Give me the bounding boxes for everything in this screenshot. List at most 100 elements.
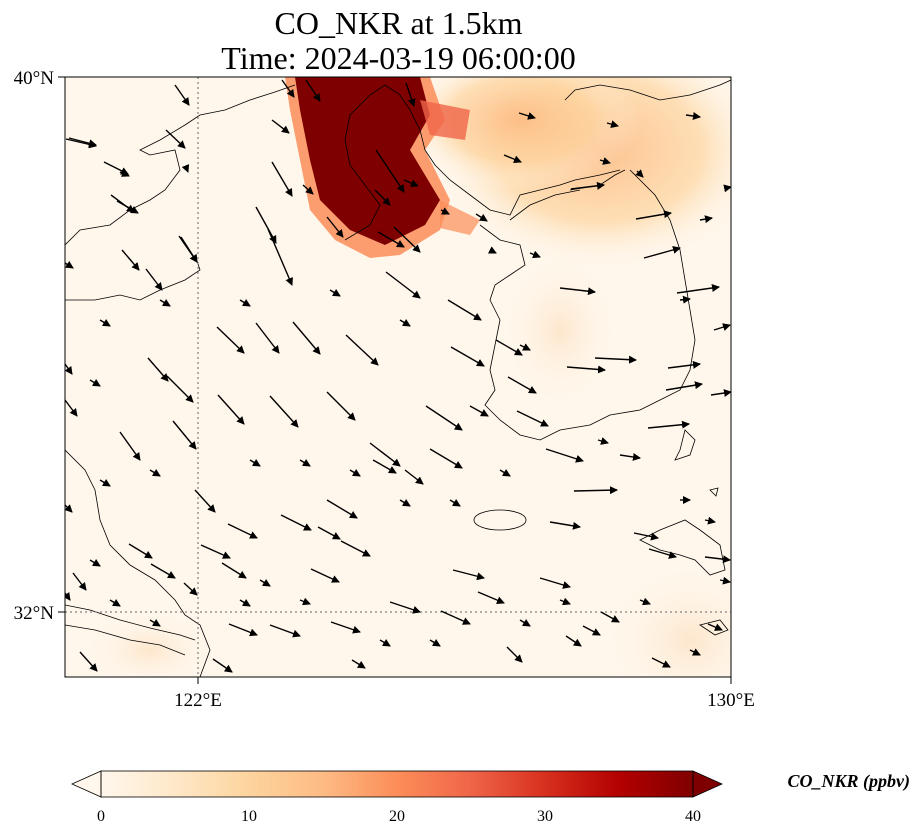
colorbar-tick-10: 10: [241, 808, 257, 825]
wind-vector-arrow: [647, 420, 690, 429]
wind-vector-arrow: [299, 597, 311, 606]
wind-vector-arrow: [503, 154, 522, 164]
wind-vector-arrow: [425, 405, 463, 431]
wind-vector-arrow: [559, 287, 596, 296]
wind-vector-arrow: [121, 249, 140, 271]
wind-vector-arrow: [475, 213, 488, 222]
wind-vector-arrow: [269, 395, 299, 428]
wind-vector-arrow: [429, 638, 441, 647]
wind-vector-arrow: [239, 598, 251, 607]
wind-vector-arrow: [200, 544, 231, 559]
wind-vector-arrow: [389, 601, 421, 614]
wind-vector-arrow: [606, 120, 619, 129]
wind-vector-arrow: [330, 621, 361, 634]
wind-vector-arrow: [651, 657, 671, 668]
wind-vector-arrow: [440, 207, 450, 215]
wind-vector-arrow: [110, 194, 135, 213]
wind-vector-arrow: [165, 129, 186, 149]
wind-vector-arrow: [259, 578, 271, 587]
wind-vector-arrow: [227, 523, 258, 539]
wind-vector-arrow: [374, 189, 391, 206]
wind-vector-arrow: [699, 215, 713, 224]
wind-vector-arrow: [385, 271, 421, 299]
wind-vector-arrow: [345, 334, 379, 366]
wind-vector-arrow: [582, 625, 601, 636]
wind-vector-arrow: [549, 521, 581, 530]
wind-vector-arrow: [255, 206, 277, 244]
wind-vector-arrow: [216, 326, 245, 354]
wind-vector-arrow: [597, 437, 609, 445]
wind-vector-arrow: [221, 562, 247, 579]
wind-vector-arrow: [723, 184, 731, 193]
colorbar: 0 10 20 30 40 CO_NKR (ppbv): [71, 770, 910, 825]
wind-vector-arrow: [667, 360, 701, 369]
wind-vector-arrow: [599, 157, 611, 165]
wind-vector-arrow: [707, 623, 723, 631]
wind-vector-arrow: [495, 339, 523, 356]
wind-vector-arrow: [119, 169, 130, 177]
wind-vector-arrow: [149, 618, 161, 627]
wind-vector-arrow: [404, 469, 424, 485]
wind-vector-arrow: [305, 79, 321, 102]
wind-vector-arrow: [65, 591, 71, 601]
wind-vector-arrow: [217, 394, 245, 425]
wind-vectors: [65, 79, 731, 673]
wind-vector-arrow: [183, 582, 198, 596]
wind-vector-arrow: [99, 318, 111, 327]
wind-vector-arrow: [539, 577, 571, 589]
wind-vector-arrow: [643, 246, 681, 259]
wind-vector-arrow: [447, 299, 482, 321]
wind-vector-arrow: [704, 516, 716, 525]
wind-vector-arrow: [178, 235, 198, 263]
wind-vector-arrow: [704, 555, 731, 564]
wind-vector-arrow: [150, 563, 176, 579]
wind-vector-arrow: [99, 478, 111, 487]
wind-vector-arrow: [174, 84, 190, 106]
colorbar-tick-40: 40: [685, 808, 701, 825]
wind-vector-arrow: [349, 468, 361, 477]
wind-vector-arrow: [635, 169, 644, 178]
wind-vector-arrow: [181, 164, 190, 173]
lat-tick-32n: 32°N: [14, 603, 55, 624]
wind-vector-arrow: [518, 112, 536, 120]
map-title-line1: CO_NKR at 1.5km: [274, 5, 523, 41]
wind-vector-arrow: [639, 597, 651, 606]
wind-vector-arrow: [648, 548, 677, 559]
wind-vector-arrow: [249, 458, 261, 467]
wind-vector-arrow: [72, 572, 87, 591]
wind-vector-arrow: [594, 355, 637, 364]
colorbar-tick-0: 0: [97, 808, 105, 825]
wind-vector-arrow: [228, 623, 258, 637]
wind-vector-arrow: [340, 540, 371, 557]
wind-vector-arrow: [65, 260, 74, 269]
wind-vector-arrow: [516, 410, 549, 427]
wind-vector-arrow: [372, 459, 397, 474]
wind-vector-arrow: [710, 389, 731, 397]
wind-vector-arrow: [519, 343, 531, 351]
wind-vector-arrow: [507, 376, 537, 394]
wind-vector-arrow: [499, 468, 511, 477]
wind-vector-arrow: [399, 498, 411, 507]
wind-vector-arrow: [573, 486, 618, 495]
wind-vector-arrow: [149, 468, 161, 477]
wind-vector-arrow: [166, 375, 194, 403]
map-frame: [64, 76, 732, 678]
wind-vector-arrow: [405, 82, 416, 107]
wind-vector-arrow: [429, 448, 463, 469]
wind-vector-arrow: [255, 322, 280, 354]
lat-tick-40n: 40°N: [14, 68, 55, 89]
wind-vector-arrow: [713, 323, 731, 331]
wind-vector-arrow: [281, 79, 295, 98]
wind-vector-arrow: [369, 442, 401, 467]
wind-vector-arrow: [676, 284, 720, 294]
wind-vector-arrow: [145, 268, 163, 291]
wind-vector-arrow: [519, 618, 531, 627]
wind-vector-arrow: [665, 381, 703, 391]
wind-vector-arrow: [689, 648, 701, 656]
wind-vector-arrow: [506, 646, 523, 663]
wind-vector-arrow: [302, 184, 314, 195]
lon-tick-122e: 122°E: [174, 690, 222, 711]
wind-vector-arrow: [393, 226, 421, 253]
wind-vector-arrow: [685, 112, 701, 120]
